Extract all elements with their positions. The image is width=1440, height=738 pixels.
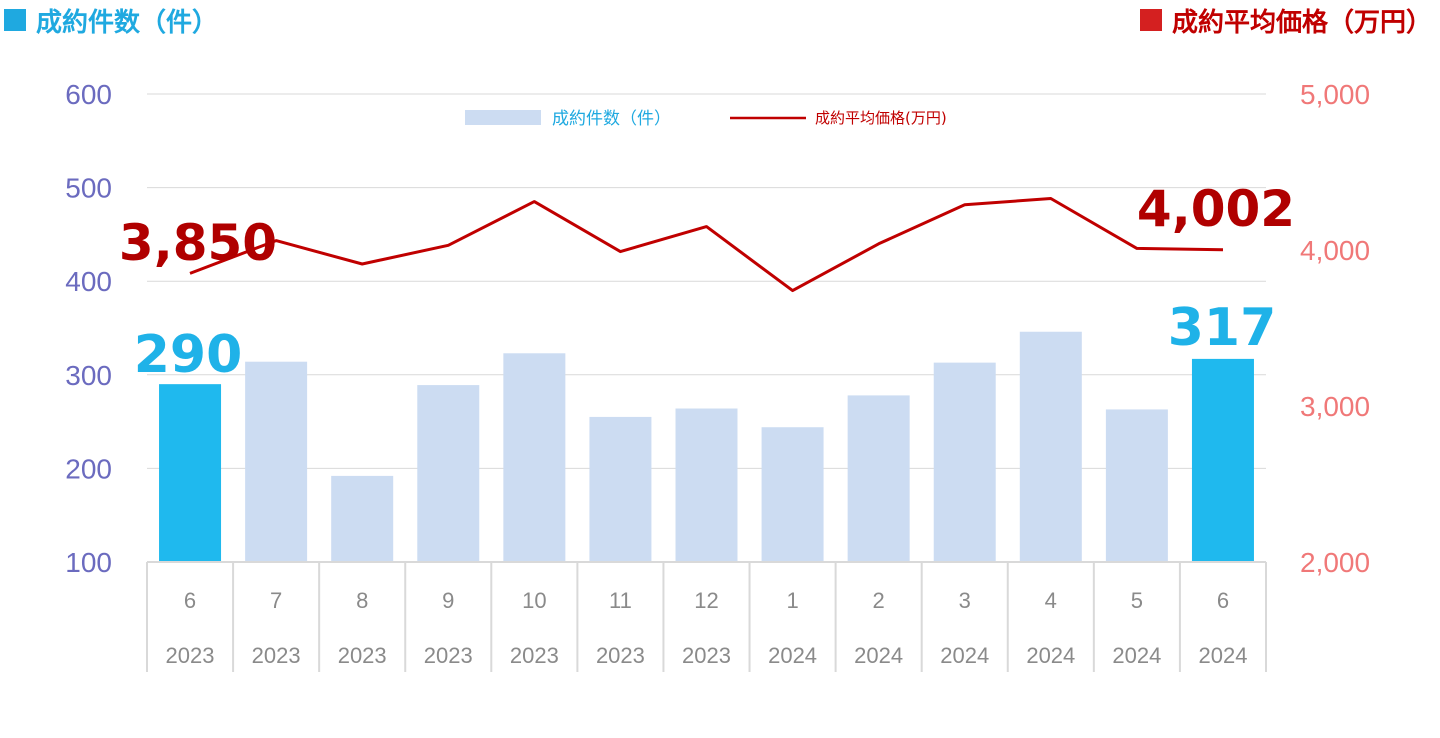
month-label: 9: [442, 588, 454, 613]
left-tick-label: 500: [65, 173, 112, 204]
price-line: [189, 197, 1224, 293]
month-label: 6: [184, 588, 196, 613]
year-label: 2023: [596, 643, 645, 668]
bar-8: [847, 395, 910, 562]
left-axis-title-text: 成約件数（件）: [36, 7, 219, 38]
right-tick-label: 3,000: [1300, 391, 1370, 422]
year-label: 2024: [1026, 643, 1075, 668]
left-tick-label: 600: [65, 79, 112, 110]
left-tick-label: 200: [65, 453, 112, 484]
bar-3: [417, 385, 480, 562]
year-label: 2024: [940, 643, 989, 668]
year-label: 2024: [768, 643, 817, 668]
legend-bar-swatch: [465, 110, 541, 125]
year-label: 2023: [338, 643, 387, 668]
bars: [159, 331, 1254, 562]
bar-last-label: 317: [1168, 298, 1277, 358]
right-tick-label: 4,000: [1300, 235, 1370, 266]
legend-line-label: 成約平均価格(万円): [815, 109, 947, 127]
month-label: 4: [1045, 588, 1057, 613]
month-label: 1: [786, 588, 798, 613]
bar-2: [331, 475, 394, 562]
bar-6: [675, 408, 738, 562]
month-label: 6: [1217, 588, 1229, 613]
month-label: 8: [356, 588, 368, 613]
line-first-label: 3,850: [119, 214, 277, 272]
left-axis-title: 成約件数（件）: [4, 0, 218, 40]
left-tick-label: 300: [65, 360, 112, 391]
line-last-label: 4,002: [1137, 180, 1295, 238]
category-table: 6202372023820239202310202311202312202312…: [146, 561, 1267, 672]
right-tick-label: 5,000: [1300, 79, 1370, 110]
year-label: 2023: [682, 643, 731, 668]
bar-first-label: 290: [134, 325, 243, 385]
bar-12: [1191, 358, 1254, 562]
price-line-path: [189, 197, 1224, 293]
bar-10: [1019, 331, 1082, 562]
left-tick-label: 100: [65, 547, 112, 578]
year-label: 2024: [854, 643, 903, 668]
axis-ticks: 100 200 300 400 500 600 2,000 3,000 4,000 5,000: [65, 79, 1370, 578]
year-label: 2023: [252, 643, 301, 668]
legend: 成約件数（件） 成約平均価格(万円): [465, 109, 947, 129]
blue-square-icon: [4, 9, 26, 31]
right-axis-title-text: 成約平均価格（万円）: [1171, 7, 1432, 38]
bar-1: [245, 361, 308, 562]
year-label: 2023: [166, 643, 215, 668]
year-label: 2023: [510, 643, 559, 668]
bar-4: [503, 353, 566, 562]
bar-5: [589, 416, 652, 562]
left-tick-label: 400: [65, 266, 112, 297]
month-label: 12: [694, 588, 718, 613]
year-label: 2024: [1112, 643, 1161, 668]
annotations: 290 317 3,850 4,002: [119, 180, 1295, 385]
month-label: 5: [1131, 588, 1143, 613]
year-label: 2024: [1198, 643, 1247, 668]
bar-7: [761, 427, 824, 562]
month-label: 3: [959, 588, 971, 613]
legend-bar-label: 成約件数（件）: [552, 109, 671, 129]
bar-0: [159, 384, 222, 562]
right-axis-title: 成約平均価格（万円）: [1139, 0, 1432, 40]
right-tick-label: 2,000: [1300, 547, 1370, 578]
month-label: 2: [873, 588, 885, 613]
month-label: 11: [609, 588, 632, 613]
bar-9: [933, 362, 996, 562]
year-label: 2023: [424, 643, 473, 668]
month-label: 7: [270, 588, 282, 613]
red-square-icon: [1139, 9, 1162, 31]
bar-11: [1105, 409, 1168, 562]
month-label: 10: [522, 588, 546, 613]
